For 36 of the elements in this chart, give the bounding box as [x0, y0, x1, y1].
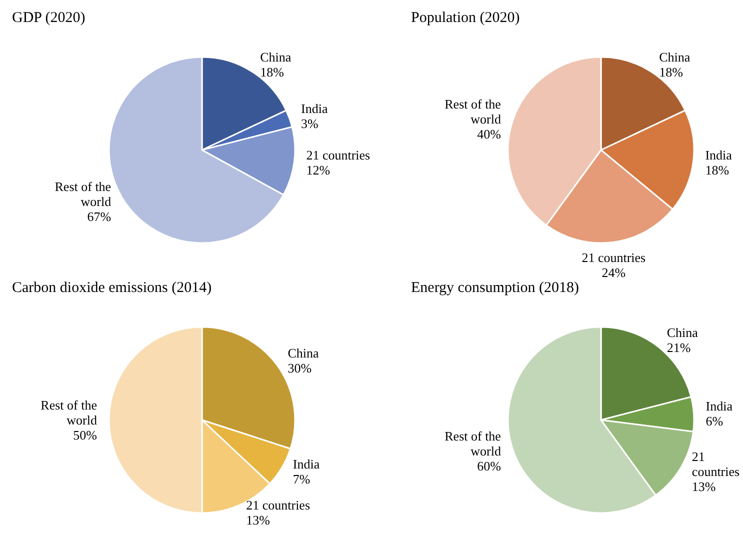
data-label: 60% — [477, 458, 502, 474]
data-label: 30% — [288, 360, 312, 376]
slice-label: India — [292, 456, 320, 472]
slice-label: China — [666, 325, 698, 340]
chart-title: Energy consumption (2018) — [411, 280, 580, 296]
slice-label: India — [301, 100, 328, 116]
slice-label: India — [705, 148, 732, 163]
slice-label: China — [659, 50, 690, 65]
data-label: 50% — [73, 428, 98, 442]
slice-label: India — [706, 398, 733, 414]
slice-label: 21 countries — [306, 148, 370, 163]
chart-title: Population (2020) — [411, 10, 520, 26]
chart-title: GDP (2020) — [12, 10, 86, 26]
slice-label: Rest of the world — [54, 178, 112, 209]
data-label: 3% — [301, 116, 319, 131]
slice-label: China — [260, 50, 292, 65]
slice-label: Rest of the world — [444, 428, 502, 459]
chart-title: Carbon dioxide emissions (2014) — [12, 280, 212, 296]
slice-label: 21 countries — [582, 250, 646, 266]
data-label: 12% — [306, 162, 330, 178]
slice-label: Rest of the world — [444, 96, 502, 126]
data-label: 13% — [692, 478, 716, 494]
data-label: 18% — [705, 162, 730, 178]
data-label: 21% — [666, 340, 691, 356]
data-label: 24% — [602, 265, 626, 280]
slice-label: 21 countries — [246, 498, 310, 513]
slice-label: Rest of the world — [40, 398, 98, 428]
slice-label: 21 countries — [692, 448, 740, 479]
data-label: 13% — [246, 512, 270, 528]
slice-label: China — [288, 346, 319, 361]
data-label: 18% — [659, 64, 684, 80]
data-label: 67% — [87, 208, 112, 224]
data-label: 18% — [260, 64, 284, 80]
data-label: 6% — [706, 414, 724, 429]
data-label: 7% — [292, 471, 310, 486]
data-label: 40% — [477, 126, 502, 142]
